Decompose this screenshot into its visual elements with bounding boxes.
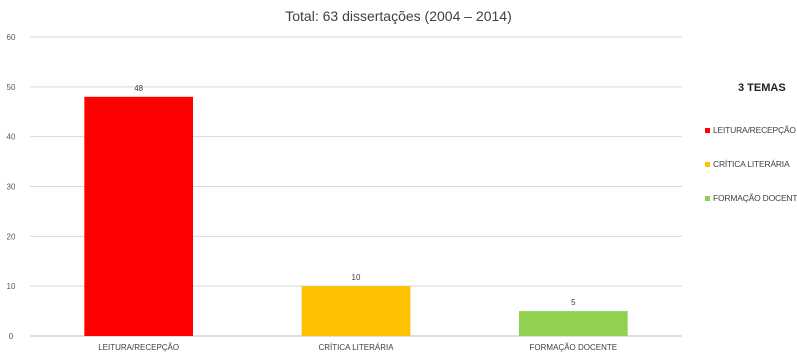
- y-tick-label: 0: [9, 332, 14, 341]
- y-tick-label: 30: [7, 183, 16, 192]
- legend-item: LEITURA/RECEPÇÃO: [705, 124, 797, 136]
- legend-item: FORMAÇÃO DOCENTE: [705, 192, 797, 204]
- chart-title: Total: 63 dissertações (2004 – 2014): [285, 8, 512, 24]
- y-tick-label: 50: [7, 83, 16, 92]
- bar-1: [84, 96, 193, 336]
- x-tick-label: CRÍTICA LITERÁRIA: [318, 343, 394, 352]
- legend-label: CRÍTICA LITERÁRIA: [713, 159, 790, 169]
- legend-title: 3 TEMAS: [738, 82, 786, 94]
- legend-swatch: [705, 127, 710, 133]
- y-tick-label: 60: [7, 33, 16, 42]
- bar-2: [301, 286, 411, 336]
- y-tick-label: 20: [7, 232, 16, 241]
- x-tick-label: FORMAÇÃO DOCENTE: [530, 343, 618, 352]
- data-label: 5: [571, 298, 576, 307]
- legend-items: LEITURA/RECEPÇÃO CRÍTICA LITERÁRIA FORMAÇÃ…: [705, 124, 797, 204]
- y-tick-label: 40: [7, 133, 16, 142]
- legend-label: LEITURA/RECEPÇÃO: [713, 125, 796, 135]
- legend-swatch: [705, 161, 710, 167]
- legend-label: FORMAÇÃO DOCENTE: [713, 193, 797, 203]
- legend: 3 TEMAS LEITURA/RECEPÇÃO CRÍTICA LITERÁRI…: [705, 82, 797, 226]
- data-label: 48: [134, 84, 143, 93]
- data-label: 10: [352, 273, 361, 282]
- x-tick-label: LEITURA/RECEPÇÃO: [98, 343, 179, 352]
- y-tick-label: 10: [7, 282, 16, 291]
- legend-swatch: [705, 195, 710, 201]
- bar-3: [519, 311, 628, 336]
- legend-item: CRÍTICA LITERÁRIA: [705, 158, 797, 170]
